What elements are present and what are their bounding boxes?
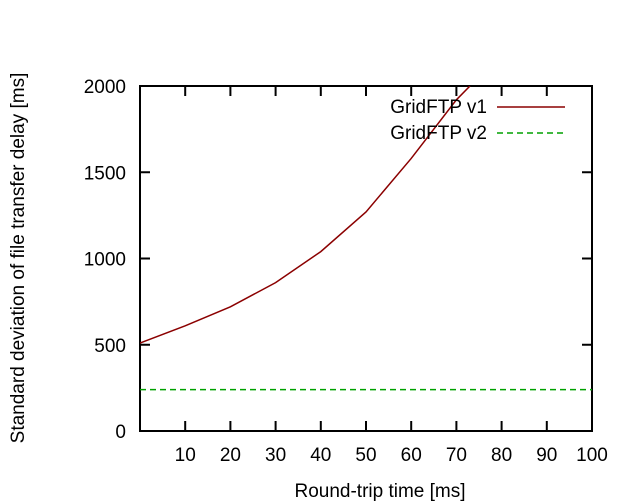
y-tick-label: 1500 — [84, 163, 126, 184]
series-line-gridftp-v1 — [140, 86, 471, 344]
x-tick-label: 10 — [175, 445, 196, 466]
x-tick-label: 90 — [536, 445, 557, 466]
series-layer — [140, 86, 592, 391]
x-tick-label: 70 — [446, 445, 467, 466]
x-tick-label: 50 — [355, 445, 376, 466]
plot-border — [139, 85, 593, 432]
x-tick-label: 40 — [310, 445, 331, 466]
x-tick-label: 100 — [576, 445, 608, 466]
y-tick-label: 500 — [94, 336, 126, 357]
x-tick-label: 60 — [401, 445, 422, 466]
y-tick-label: 2000 — [84, 77, 126, 98]
y-tick-label: 0 — [115, 422, 126, 443]
y-axis-title: Standard deviation of file transfer dela… — [8, 73, 29, 444]
x-tick-label: 80 — [491, 445, 512, 466]
legend-label: GridFTP v2 — [390, 123, 487, 144]
x-tick-label: 20 — [220, 445, 241, 466]
x-axis-title: Round-trip time [ms] — [294, 481, 465, 501]
legend: GridFTP v1 GridFTP v2 — [390, 97, 565, 144]
y-tick-label: 1000 — [84, 250, 126, 271]
x-tick-label: 30 — [265, 445, 286, 466]
plot-frame — [139, 85, 593, 432]
legend-label: GridFTP v1 — [390, 97, 487, 118]
